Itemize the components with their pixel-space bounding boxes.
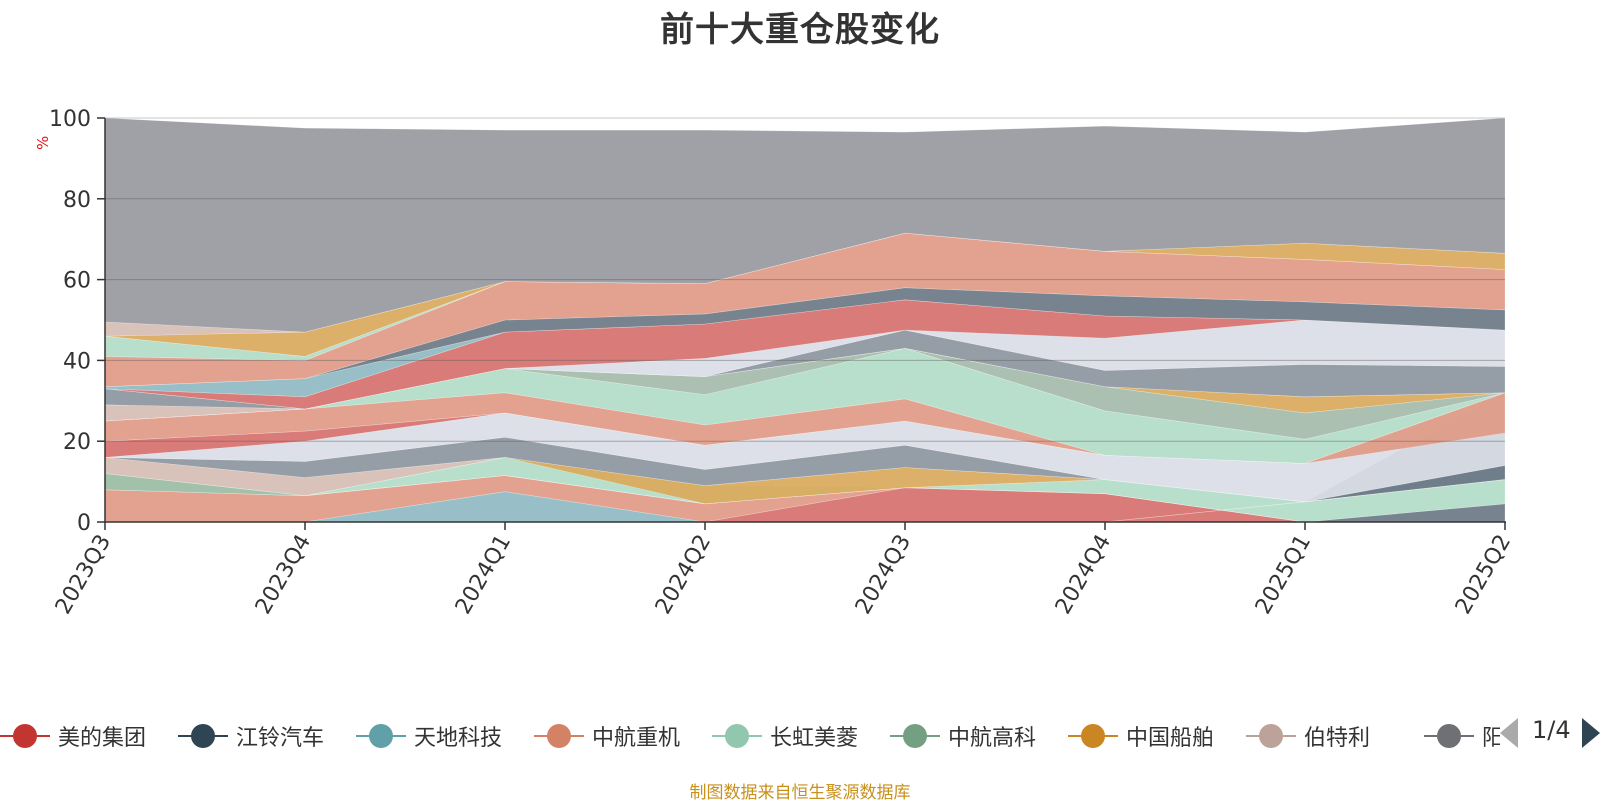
legend-label: 伯特利 bbox=[1304, 726, 1371, 751]
y-tick-label: 80 bbox=[63, 188, 91, 213]
legend-marker-icon bbox=[178, 718, 228, 754]
legend-next-page-icon[interactable] bbox=[1582, 718, 1600, 748]
y-tick-label: 0 bbox=[77, 511, 91, 536]
legend-dot bbox=[725, 724, 749, 748]
legend-marker-icon bbox=[1068, 718, 1118, 754]
legend-label: 美的集团 bbox=[58, 726, 147, 751]
area-band-20 bbox=[104, 319, 1506, 410]
legend-label: 中航高科 bbox=[948, 726, 1037, 751]
area-chart: 0 20 40 60 80 100 2023Q3 2023Q4 2024Q1 2024Q2 2024… bbox=[49, 107, 1516, 619]
chart-title: 前十大重仓股变化 bbox=[660, 10, 940, 50]
legend-marker-icon bbox=[0, 718, 50, 754]
legend-item[interactable]: 伯特利 bbox=[1246, 718, 1370, 754]
x-tick-label: 2024Q3 bbox=[851, 531, 916, 619]
chart-legend: 美的集团 江铃汽车 天地科技 中航重机 长虹美菱 中航高科 中国船舶 伯特利 阳光电源 bbox=[0, 718, 1500, 754]
y-tick-label: 20 bbox=[63, 430, 91, 455]
legend-item[interactable]: 中航高科 bbox=[890, 718, 1036, 754]
legend-marker-icon bbox=[1424, 718, 1474, 754]
y-tick-label: 60 bbox=[63, 269, 91, 294]
legend-dot bbox=[13, 724, 37, 748]
legend-marker-icon bbox=[712, 718, 762, 754]
data-source-note: 制图数据来自恒生聚源数据库 bbox=[689, 783, 911, 803]
area-band-14 bbox=[104, 392, 1506, 464]
legend-dot bbox=[191, 724, 215, 748]
legend-label: 天地科技 bbox=[414, 726, 503, 751]
legend-item[interactable]: 长虹美菱 bbox=[712, 718, 858, 754]
legend-dot bbox=[903, 724, 927, 748]
legend-marker-icon bbox=[534, 718, 584, 754]
legend-pager: 1/4 bbox=[1500, 714, 1600, 754]
y-tick-label: 100 bbox=[49, 107, 91, 132]
area-band-28 bbox=[104, 117, 1506, 333]
legend-item[interactable]: 美的集团 bbox=[0, 718, 146, 754]
legend-page-indicator: 1/4 bbox=[1532, 716, 1571, 744]
x-tick-label: 2024Q4 bbox=[1051, 531, 1116, 619]
area-band-23 bbox=[104, 287, 1506, 387]
legend-marker-icon bbox=[890, 718, 940, 754]
y-tick-label: 40 bbox=[63, 349, 91, 374]
x-tick-label: 2023Q4 bbox=[251, 531, 316, 619]
legend-label: 中航重机 bbox=[592, 726, 681, 751]
legend-item[interactable]: 中国船舶 bbox=[1068, 718, 1214, 754]
legend-marker-icon bbox=[356, 718, 406, 754]
x-tick-label: 2024Q1 bbox=[451, 531, 516, 619]
legend-dot bbox=[1081, 724, 1105, 748]
legend-label: 中国船舶 bbox=[1126, 726, 1215, 751]
x-tick-label: 2025Q1 bbox=[1251, 531, 1316, 619]
legend-item[interactable]: 阳光电源 bbox=[1424, 718, 1500, 754]
legend-dot bbox=[1259, 724, 1283, 748]
legend-marker-icon bbox=[1246, 718, 1296, 754]
legend-prev-page-icon[interactable] bbox=[1500, 718, 1518, 748]
legend-item[interactable]: 天地科技 bbox=[356, 718, 502, 754]
legend-dot bbox=[547, 724, 571, 748]
legend-dot bbox=[369, 724, 393, 748]
legend-item[interactable]: 江铃汽车 bbox=[178, 718, 324, 754]
legend-item[interactable]: 中航重机 bbox=[534, 718, 680, 754]
x-tick-label: 2023Q3 bbox=[51, 531, 116, 619]
legend-label: 长虹美菱 bbox=[770, 726, 859, 751]
legend-label: 江铃汽车 bbox=[236, 726, 325, 751]
legend-label: 阳光电源 bbox=[1482, 726, 1500, 751]
x-tick-label: 2024Q2 bbox=[651, 531, 716, 619]
x-tick-label: 2025Q2 bbox=[1451, 531, 1516, 619]
legend-dot bbox=[1437, 724, 1461, 748]
